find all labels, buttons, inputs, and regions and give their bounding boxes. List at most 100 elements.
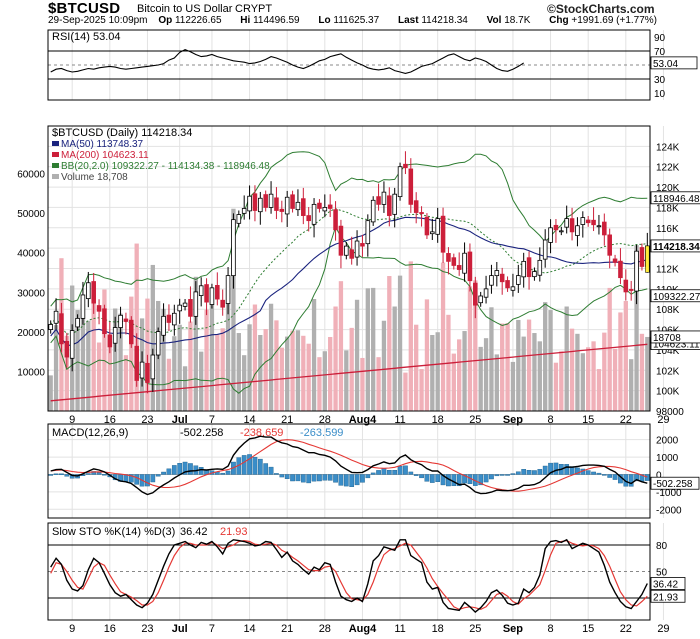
candle-down (554, 225, 558, 229)
volume-tick-label: 20000 (17, 328, 45, 339)
volume-bar (215, 334, 219, 411)
macd-histogram-bar (167, 469, 171, 475)
macd-histogram-bar (226, 471, 230, 475)
macd-histogram-bar (151, 474, 155, 482)
macd-histogram-bar (145, 474, 149, 486)
macd-histogram-bar (301, 474, 305, 482)
volume-bar (624, 301, 628, 411)
volume-bar (548, 310, 552, 411)
volume-bar (618, 312, 622, 411)
volume-bar (538, 341, 542, 411)
candle-down (215, 285, 219, 299)
macd-histogram-bar (414, 474, 418, 475)
volume-bar (97, 343, 101, 411)
volume-bar (479, 347, 483, 411)
sto-tag-label: 36.42 (653, 579, 678, 590)
legend-entry: MA(200) 104623.11 (61, 150, 149, 161)
price-tick-label: 100K (656, 387, 680, 398)
volume-bar (382, 321, 386, 411)
candle-down (447, 253, 451, 261)
candle-down (291, 195, 295, 209)
volume-bar (145, 299, 149, 411)
candle-down (280, 209, 284, 211)
candle-up (436, 219, 440, 235)
macd-histogram-bar (296, 474, 300, 480)
macd-histogram-bar (86, 474, 90, 475)
candle-up (242, 208, 246, 213)
macd-histogram-bar (156, 474, 160, 476)
macd-histogram-bar (221, 473, 225, 474)
volume-bar (49, 375, 53, 411)
volume-bar (360, 358, 364, 411)
candle-up (151, 355, 155, 379)
candle-up (355, 241, 359, 257)
candle-up (232, 220, 236, 276)
volume-bar (436, 332, 440, 411)
macd-histogram-bar (516, 472, 520, 475)
macd-histogram-bar (532, 470, 536, 474)
volume-bar (581, 353, 585, 411)
volume-bar (419, 369, 423, 411)
volume-bar (430, 335, 434, 411)
legend-swatch (52, 174, 59, 179)
candle-down (404, 164, 408, 167)
rsi-tick-label: 30 (654, 75, 666, 86)
macd-histogram-bar (613, 474, 617, 479)
macd-histogram-bar (355, 474, 359, 484)
volume-bar (457, 339, 461, 411)
macd-histogram-bar (409, 472, 413, 475)
candle-up (543, 240, 547, 259)
volume-bar (210, 301, 214, 411)
volume-bar (323, 351, 327, 411)
macd-legend-value: -263.599 (300, 427, 343, 439)
macd-histogram-bar (280, 474, 284, 477)
macd-last-value: -502.258 (653, 479, 693, 490)
candle-down (452, 258, 456, 266)
volume-tick-label: 40000 (17, 249, 45, 260)
macd-histogram-bar (172, 465, 176, 474)
volume-tick-label: 10000 (17, 367, 45, 378)
macd-histogram-bar (323, 474, 327, 480)
sto-tag-label: 21.93 (653, 592, 678, 603)
rsi-tick-label: 10 (654, 89, 666, 100)
candle-down (108, 335, 112, 347)
candle-down (608, 235, 612, 255)
candle-up (183, 303, 187, 306)
macd-histogram-bar (49, 474, 53, 475)
volume-bar (350, 328, 354, 411)
candle-down (307, 216, 311, 221)
volume-tick-label: 60000 (17, 170, 45, 181)
price-tick-label: 102K (656, 366, 680, 377)
candle-down (500, 274, 504, 282)
candle-up (581, 218, 585, 225)
macd-histogram-bar (538, 469, 542, 474)
sto-x-tick-label: 23 (141, 623, 153, 635)
volume-bar (393, 307, 397, 412)
price-tick-label: 122K (656, 163, 680, 174)
candle-up (70, 331, 74, 359)
volume-bar (462, 331, 466, 411)
candle-down (473, 283, 477, 305)
macd-histogram-bar (344, 474, 348, 486)
sto-x-tick-label: 15 (582, 623, 594, 635)
macd-histogram-bar (97, 473, 101, 475)
candle-up (226, 276, 230, 304)
volume-bar (344, 350, 348, 411)
candle-up (495, 271, 499, 276)
candle-down (97, 306, 101, 312)
macd-histogram-bar (387, 470, 391, 474)
candle-up (371, 200, 375, 222)
macd-title: MACD(12,26,9) (52, 427, 128, 439)
sto-x-tick-label: Aug4 (349, 623, 377, 635)
candle-up (398, 167, 402, 197)
macd-histogram-bar (554, 463, 558, 475)
legend-entry: BB(20,2.0) 109322.27 - 114134.38 - 11894… (61, 161, 270, 172)
macd-histogram-bar (371, 473, 375, 475)
sto-legend-value: 21.93 (220, 526, 248, 538)
volume-bar (317, 357, 321, 411)
candle-up (81, 295, 85, 318)
candle-down (361, 243, 365, 246)
macd-histogram-bar (484, 474, 488, 482)
rsi-tick-label: 90 (654, 33, 666, 44)
volume-bar (274, 320, 278, 411)
